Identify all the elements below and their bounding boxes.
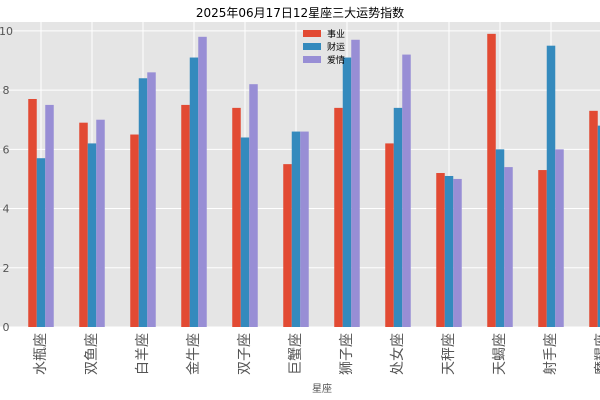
y-tick-label: 0 bbox=[3, 321, 10, 334]
legend-swatch bbox=[303, 56, 321, 63]
bar-事业-摩羯座 bbox=[589, 110, 598, 327]
x-tick-label: 水瓶座 bbox=[33, 333, 49, 375]
x-tick-label: 狮子座 bbox=[339, 333, 355, 375]
bar-事业-天蝎座 bbox=[487, 33, 496, 327]
x-tick-label: 白羊座 bbox=[135, 333, 151, 375]
bars-layer bbox=[28, 33, 600, 328]
bar-爱情-水瓶座 bbox=[45, 104, 54, 327]
x-tick-label: 天蝎座 bbox=[492, 333, 508, 375]
y-tick-label: 8 bbox=[3, 84, 10, 97]
bar-事业-处女座 bbox=[385, 143, 394, 327]
x-tick-label: 处女座 bbox=[389, 333, 406, 375]
y-axis: 0 2 4 6 8 10 bbox=[0, 25, 13, 334]
bar-财运-狮子座 bbox=[342, 57, 352, 327]
bar-财运-射手座 bbox=[546, 45, 556, 327]
bar-财运-白羊座 bbox=[138, 78, 148, 327]
x-tick-label: 双鱼座 bbox=[83, 333, 100, 375]
bar-爱情-狮子座 bbox=[351, 39, 360, 327]
bar-事业-射手座 bbox=[538, 170, 547, 327]
legend-label: 爱情 bbox=[327, 54, 345, 66]
bar-事业-双子座 bbox=[232, 107, 241, 328]
bar-事业-水瓶座 bbox=[28, 98, 37, 327]
bar-财运-天蝎座 bbox=[495, 149, 505, 327]
bar-财运-金牛座 bbox=[189, 57, 199, 327]
bar-事业-双鱼座 bbox=[79, 122, 88, 327]
bar-爱情-天秤座 bbox=[453, 178, 462, 327]
x-axis: 水瓶座 双鱼座 白羊座 金牛座 双子座 巨蟹座 狮子座 处女座 天秤座 天蝎座 射手座 摩羯座 bbox=[33, 333, 600, 375]
bar-财运-处女座 bbox=[393, 107, 403, 328]
bar-事业-天秤座 bbox=[436, 173, 445, 327]
bar-爱情-射手座 bbox=[555, 149, 564, 327]
bar-财运-双子座 bbox=[240, 137, 250, 327]
bar-事业-金牛座 bbox=[181, 104, 190, 327]
bar-爱情-天蝎座 bbox=[504, 167, 513, 327]
bar-事业-巨蟹座 bbox=[283, 164, 292, 327]
legend-swatch bbox=[303, 43, 321, 50]
bar-爱情-处女座 bbox=[402, 54, 411, 327]
bar-爱情-金牛座 bbox=[198, 36, 207, 328]
x-axis-label: 星座 bbox=[312, 382, 332, 395]
x-tick-label: 摩羯座 bbox=[593, 333, 600, 375]
chart-title: 2025年06月17日12星座三大运势指数 bbox=[196, 5, 404, 20]
bar-财运-巨蟹座 bbox=[291, 131, 301, 327]
bar-爱情-双鱼座 bbox=[96, 119, 105, 327]
x-tick-label: 巨蟹座 bbox=[288, 333, 304, 375]
x-tick-label: 金牛座 bbox=[186, 333, 202, 375]
bar-爱情-巨蟹座 bbox=[300, 131, 309, 327]
bar-财运-摩羯座 bbox=[597, 125, 600, 327]
legend-label: 事业 bbox=[327, 28, 345, 40]
y-tick-label: 4 bbox=[3, 203, 10, 216]
y-tick-label: 6 bbox=[3, 143, 10, 156]
bar-事业-狮子座 bbox=[334, 107, 343, 328]
x-tick-label: 天秤座 bbox=[441, 333, 457, 375]
x-tick-label: 射手座 bbox=[543, 333, 559, 375]
bar-财运-水瓶座 bbox=[36, 158, 46, 327]
bar-财运-天秤座 bbox=[444, 175, 454, 327]
y-tick-label: 10 bbox=[0, 25, 13, 38]
x-tick-label: 双子座 bbox=[237, 333, 253, 375]
legend-label: 财运 bbox=[327, 41, 345, 53]
y-tick-label: 2 bbox=[3, 262, 10, 275]
bar-事业-白羊座 bbox=[130, 134, 139, 327]
bar-爱情-白羊座 bbox=[147, 72, 156, 327]
bar-财运-双鱼座 bbox=[87, 143, 97, 327]
bar-爱情-双子座 bbox=[249, 84, 258, 327]
legend-swatch bbox=[303, 30, 321, 37]
